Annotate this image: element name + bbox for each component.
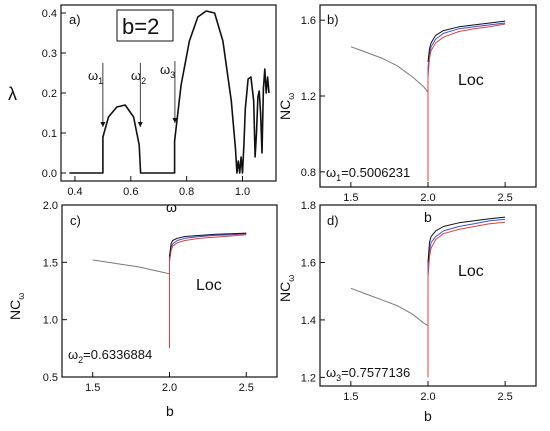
panel-b-ytick-label: 1.6 (301, 15, 316, 27)
panel-b-ytick-label: 0.8 (301, 167, 316, 179)
panel-d-omega-value: ω3=0.7577136 (326, 365, 410, 383)
panel-d-ytick-label: 1.8 (301, 200, 316, 212)
panel-d-xtick-label: 2.0 (420, 391, 435, 403)
panel-a-xtick-label: 0.4 (67, 186, 82, 198)
panel-d-ytick-label: 1.2 (301, 372, 316, 384)
panel-b-series-black (427, 20, 506, 62)
panel-d-loc-label: Loc (458, 263, 484, 280)
panel-d-label: d) (327, 213, 339, 228)
panel-c-ytick-label: 1.0 (43, 315, 58, 327)
b-value-box-label: b=2 (122, 14, 159, 39)
panel-b-xlabel: b (424, 209, 432, 225)
omega3-annotation: ω3 (160, 62, 175, 80)
panel-d-ytick-label: 1.4 (301, 315, 316, 327)
panel-b-loc-label: Loc (458, 72, 484, 89)
panel-d-plot: 1.5 2.0 2.5 1.2 1.4 1.6 1.8 (301, 200, 513, 403)
panel-d-series-red (427, 221, 506, 378)
panel-c-plot: 1.5 2.0 2.5 0.5 1.0 1.5 2.0 (43, 200, 254, 394)
panel-a-xlabel: ω (166, 199, 177, 215)
panel-d-xlabel: b (424, 408, 432, 424)
panel-c-ytick-label: 1.5 (43, 257, 58, 269)
panel-d-series-gray (350, 287, 429, 327)
omega2-arrowhead (137, 122, 143, 127)
panel-a-xtick-label: 1.0 (235, 186, 250, 198)
panel-d: 1.5 2.0 2.5 1.2 1.4 1.6 1.8 d) NCω b Loc ω3=0.… (277, 200, 537, 424)
panel-a-ytick-label: 0.3 (42, 48, 57, 60)
panel-a-ytick-label: 0.2 (42, 88, 57, 100)
panel-b-xtick-label: 1.5 (343, 192, 358, 204)
panel-c-series-gray (92, 259, 170, 275)
panel-c-ylabel: NCω (7, 293, 26, 320)
panel-b-plot: 1.5 2.0 2.5 0.8 1.2 1.6 (301, 15, 513, 204)
panel-a-ytick-label: 0.1 (42, 128, 57, 140)
omega2-annotation: ω2 (131, 68, 146, 86)
panel-a-plot: 0.4 0.6 0.8 1.0 0.0 0.1 0.2 0.3 0.4 (42, 8, 270, 198)
panel-d-ytick-label: 1.6 (301, 257, 316, 269)
panel-c-ytick-label: 2.0 (43, 200, 58, 212)
panel-c-series-red (169, 234, 247, 349)
panel-a-series-main (69, 10, 270, 174)
panel-b: 1.5 2.0 2.5 0.8 1.2 1.6 b) NCω b Loc ω1=0.500… (277, 4, 537, 225)
panel-a: 0.4 0.6 0.8 1.0 0.0 0.1 0.2 0.3 0.4 a) b=2 λ ω ω… (8, 4, 277, 215)
panel-d-xtick-label: 2.5 (497, 391, 512, 403)
omega1-arrowhead (100, 122, 106, 127)
panel-c-loc-label: Loc (196, 277, 222, 294)
omega1-annotation: ω1 (88, 68, 103, 86)
panel-a-xtick-label: 0.8 (179, 186, 194, 198)
panel-b-omega-value: ω1=0.5006231 (326, 165, 410, 183)
panel-c: 1.5 2.0 2.5 0.5 1.0 1.5 2.0 c) NCω b Loc ω2=0.… (7, 200, 278, 419)
panel-a-ytick-label: 0.4 (42, 8, 57, 20)
panel-d-ylabel: NCω (277, 275, 296, 302)
panel-d-xtick-label: 1.5 (343, 391, 358, 403)
panel-c-xtick-label: 2.0 (162, 382, 177, 394)
panel-c-label: c) (70, 213, 81, 228)
panel-a-ytick-label: 0.0 (42, 168, 57, 180)
panel-b-ytick-label: 1.2 (301, 91, 316, 103)
panel-c-series-black (169, 232, 247, 257)
panel-b-series-blue (427, 22, 506, 125)
panel-b-series-red (427, 23, 506, 182)
panel-a-xtick-label: 0.6 (123, 186, 138, 198)
panel-b-label: b) (327, 12, 339, 27)
panel-c-xtick-label: 2.5 (239, 382, 254, 394)
panel-c-omega-value: ω2=0.6336884 (68, 347, 152, 365)
panel-d-series-blue (427, 218, 506, 349)
panel-a-label: a) (69, 12, 81, 27)
panel-c-ytick-label: 0.5 (43, 372, 58, 384)
panel-b-xtick-label: 2.5 (497, 192, 512, 204)
panel-b-ylabel: NCω (277, 93, 296, 120)
panel-b-series-gray (350, 46, 429, 93)
panel-c-xlabel: b (166, 403, 174, 419)
panel-c-xtick-label: 1.5 (85, 382, 100, 394)
panel-b-xtick-label: 2.0 (420, 192, 435, 204)
omega3-arrowhead (172, 118, 178, 123)
panel-a-ylabel: λ (8, 84, 17, 104)
panel-d-series-black (427, 216, 506, 263)
b-value-box (116, 9, 174, 42)
